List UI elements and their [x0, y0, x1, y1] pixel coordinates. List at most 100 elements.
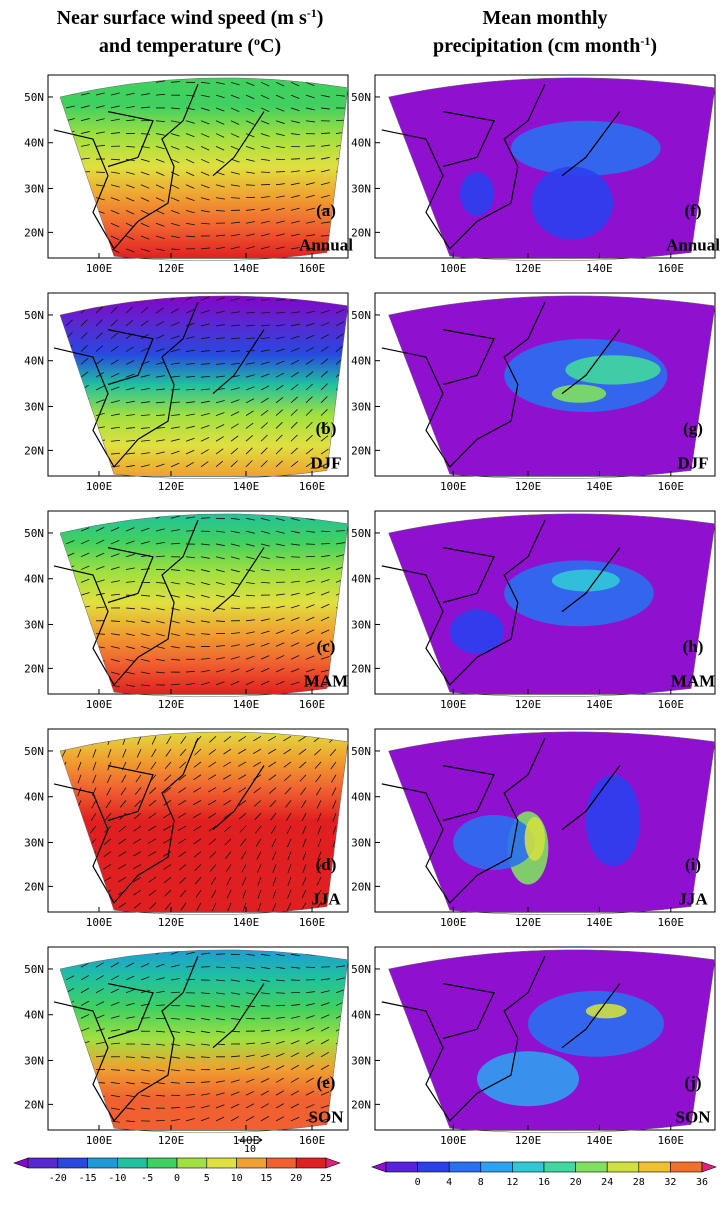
wind-vector — [315, 889, 322, 898]
colorbar-swatch — [448, 1161, 482, 1173]
wind-vector — [133, 851, 142, 857]
wind-vector — [200, 461, 209, 468]
wind-vector — [245, 145, 255, 150]
wind-vector — [223, 761, 232, 767]
colorbar-swatch — [417, 1161, 450, 1173]
wind-vector — [208, 838, 217, 845]
wind-vector — [125, 414, 135, 417]
wind-vector — [200, 336, 210, 340]
wind-vector — [255, 825, 262, 834]
wind-vector — [320, 1051, 329, 1058]
wind-vector — [140, 464, 150, 468]
wind-vector — [215, 436, 224, 442]
wind-vector — [230, 517, 240, 520]
wind-vector — [155, 541, 165, 545]
wind-vector — [140, 452, 150, 455]
lat-tick-label: 40N — [351, 791, 371, 804]
wind-vector — [275, 681, 285, 686]
lat-tick-label: 30N — [24, 1054, 44, 1067]
wind-vector — [260, 1090, 270, 1096]
wind-vector — [245, 655, 255, 660]
wind-vector — [272, 864, 277, 873]
coastline — [381, 519, 621, 686]
wind-vector — [335, 530, 346, 532]
wind-vector — [91, 800, 97, 809]
wind-vector — [155, 633, 165, 637]
wind-vector — [185, 146, 195, 151]
precipitation-cell — [449, 609, 505, 654]
lon-tick-label: 120E — [515, 262, 542, 275]
wind-vector — [140, 976, 150, 981]
wind-vector — [290, 655, 300, 660]
wind-vector — [200, 247, 210, 250]
wind-vector — [215, 94, 225, 99]
wind-vector — [140, 1056, 150, 1059]
wind-vector — [290, 311, 300, 314]
wind-vector — [284, 774, 292, 782]
wind-vector — [317, 851, 322, 861]
colorbar-swatch — [87, 1157, 118, 1169]
wind-vector — [195, 889, 202, 898]
wind-vector — [95, 358, 104, 365]
wind-vector — [200, 412, 210, 416]
wind-vector — [260, 208, 270, 211]
wind-vector — [272, 877, 277, 886]
lon-tick-label: 140E — [586, 916, 613, 929]
wind-vector — [298, 748, 307, 755]
lon-tick-label: 160E — [299, 916, 326, 929]
wind-vector — [230, 607, 241, 610]
wind-vector — [163, 864, 172, 870]
wind-vector — [140, 158, 150, 162]
lat-tick-label: 30N — [351, 1054, 371, 1067]
lat-tick-label: 50N — [351, 963, 371, 976]
wind-vector — [215, 657, 225, 660]
wind-vector — [305, 234, 315, 237]
lon-tick-label: 100E — [440, 698, 467, 711]
wind-vector — [230, 158, 240, 163]
wind-vector — [320, 195, 330, 198]
wind-vector — [317, 825, 322, 835]
wind-vector — [200, 388, 210, 391]
colorbar-label: -15 — [79, 1173, 97, 1184]
wind-vector — [285, 800, 292, 808]
lat-tick-label: 20N — [24, 226, 44, 239]
wind-vector — [320, 591, 330, 596]
wind-vector — [320, 156, 330, 160]
wind-vector — [200, 594, 210, 598]
wind-vector — [305, 655, 315, 660]
wind-vector — [320, 358, 329, 365]
wind-vector — [302, 877, 307, 886]
wind-vector — [215, 645, 225, 647]
wind-vector — [110, 235, 120, 241]
wind-vector — [241, 877, 247, 886]
lat-tick-label: 30N — [351, 182, 371, 195]
wind-vector — [320, 1064, 330, 1070]
wind-vector — [140, 197, 150, 202]
lon-tick-label: 100E — [86, 698, 113, 711]
wind-vector — [230, 1017, 240, 1020]
wind-vector — [110, 171, 120, 174]
wind-vector — [230, 399, 240, 404]
wind-vector — [305, 567, 315, 570]
lat-tick-label: 50N — [351, 91, 371, 104]
wind-vector — [208, 787, 217, 793]
wind-vector — [305, 220, 315, 224]
wind-vector — [95, 539, 105, 545]
map-field — [388, 949, 715, 1130]
wind-vector — [305, 81, 315, 86]
lat-tick-label: 40N — [351, 1009, 371, 1022]
wind-vector — [200, 657, 210, 660]
wind-vector — [170, 462, 180, 468]
wind-vector — [95, 412, 105, 416]
wind-vector — [290, 517, 300, 521]
wind-vector — [170, 197, 180, 202]
wind-vector — [253, 800, 262, 807]
lat-tick-label: 20N — [351, 880, 371, 893]
wind-vector — [95, 1014, 105, 1019]
wind-vector — [230, 1055, 240, 1058]
wind-vector — [301, 812, 307, 822]
wind-vector — [275, 530, 285, 534]
wind-vector — [275, 360, 285, 365]
wind-vector — [290, 617, 300, 622]
wind-vector — [208, 748, 217, 755]
